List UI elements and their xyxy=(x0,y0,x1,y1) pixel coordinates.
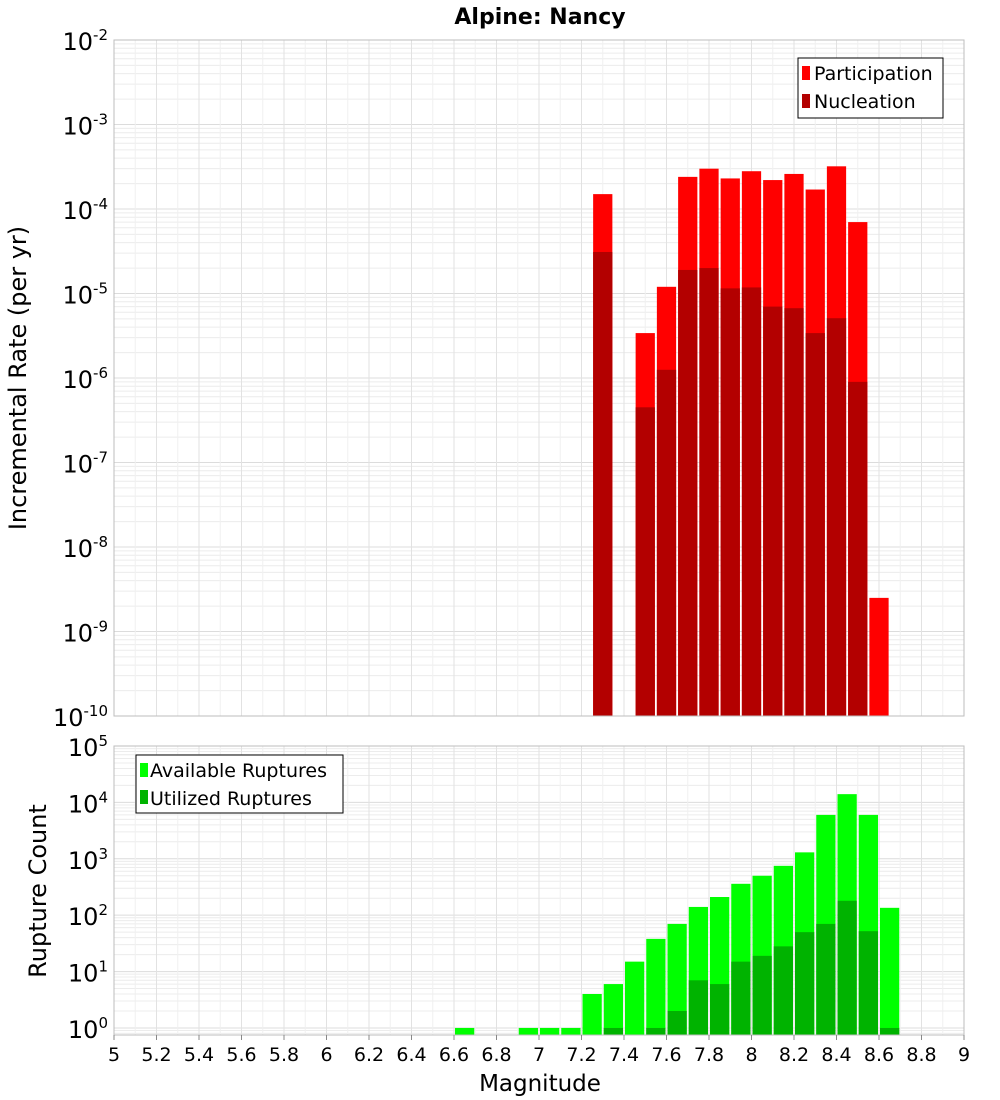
top-y-tick-label: 10-8 xyxy=(62,533,108,563)
top-legend: Participation Nucleation xyxy=(797,57,944,119)
utilized-ruptures-bar xyxy=(688,980,708,1035)
utilized-ruptures-bar xyxy=(710,984,730,1035)
utilized-ruptures-bar xyxy=(773,946,793,1035)
bottom-y-tick-label: 105 xyxy=(68,732,108,762)
utilized-ruptures-bar xyxy=(795,932,815,1035)
chart-title: Alpine: Nancy xyxy=(454,5,625,30)
x-tick-label: 5.2 xyxy=(141,1044,171,1066)
participation-bar xyxy=(869,597,889,716)
utilized-ruptures-bar xyxy=(667,1010,687,1035)
nucleation-bar xyxy=(848,381,868,716)
x-tick-label: 5.6 xyxy=(226,1044,256,1066)
utilized-ruptures-bar xyxy=(880,1027,900,1035)
top-plot-border xyxy=(113,39,965,717)
available-ruptures-bar xyxy=(880,907,900,1035)
x-tick-label: 8.8 xyxy=(906,1044,936,1066)
x-tick-label: 5 xyxy=(108,1044,120,1066)
top-y-tick-label: 10-10 xyxy=(53,702,108,732)
nucleation-bar xyxy=(678,269,698,716)
bottom-y-axis-label: Rupture Count xyxy=(24,804,52,978)
nucleation-bar xyxy=(635,407,655,716)
nucleation-bar xyxy=(656,369,677,716)
utilized-ruptures-bar xyxy=(603,1027,623,1035)
x-tick-label: 6.8 xyxy=(481,1044,511,1066)
bottom-y-tick-label: 101 xyxy=(68,958,108,988)
available-ruptures-bar xyxy=(561,1027,581,1035)
utilized-ruptures-bar xyxy=(816,923,836,1035)
x-tick-label: 6.4 xyxy=(396,1044,426,1066)
utilized-ruptures-bar xyxy=(837,900,857,1035)
x-tick-labels: 5 5.2 5.4 5.6 5.8 6 6.2 6.4 6.6 6.8 7 7.2 7.4 7.6 7.8 8… xyxy=(108,1035,970,1066)
available-ruptures-bar xyxy=(625,961,645,1035)
nucleation-bar xyxy=(826,318,847,716)
bottom-bars xyxy=(455,794,900,1035)
x-tick-label: 8.2 xyxy=(779,1044,809,1066)
top-y-tick-label: 10-4 xyxy=(62,195,108,225)
legend-swatch-nucleation xyxy=(802,94,810,108)
x-tick-label: 6.6 xyxy=(439,1044,469,1066)
x-tick-label: 7.4 xyxy=(609,1044,639,1066)
bottom-y-tick-label: 103 xyxy=(68,845,108,875)
top-y-axis-label: Incremental Rate (per yr) xyxy=(4,226,32,530)
utilized-ruptures-bar xyxy=(646,1027,666,1035)
nucleation-bar xyxy=(720,288,740,716)
top-y-tick-labels: 10-2 10-3 10-4 10-5 10-6 10-7 10-8 10-9 10-10 xyxy=(53,26,108,732)
available-ruptures-bar xyxy=(455,1027,475,1035)
x-tick-label: 6 xyxy=(320,1044,332,1066)
top-bars xyxy=(593,166,889,717)
top-y-tick-label: 10-9 xyxy=(62,618,108,648)
legend-swatch-participation xyxy=(802,66,810,80)
nucleation-bar xyxy=(741,287,762,716)
legend-label-available: Available Ruptures xyxy=(150,760,327,782)
x-tick-label: 8.4 xyxy=(821,1044,851,1066)
x-tick-label: 9 xyxy=(958,1044,970,1066)
available-ruptures-bar xyxy=(540,1027,560,1035)
legend-label-nucleation: Nucleation xyxy=(814,91,916,113)
top-y-tick-label: 10-6 xyxy=(62,364,108,394)
utilized-ruptures-bar xyxy=(752,955,772,1035)
x-tick-label: 5.8 xyxy=(269,1044,299,1066)
x-tick-label: 7.2 xyxy=(566,1044,596,1066)
available-ruptures-bar xyxy=(582,994,602,1035)
x-tick-label: 5.4 xyxy=(184,1044,214,1066)
x-tick-label: 7 xyxy=(533,1044,545,1066)
legend-label-utilized: Utilized Ruptures xyxy=(150,788,312,810)
nucleation-bar xyxy=(699,268,719,716)
available-ruptures-bar xyxy=(667,923,687,1035)
legend-swatch-available xyxy=(140,763,148,777)
utilized-ruptures-bar xyxy=(731,961,751,1035)
x-tick-label: 8 xyxy=(745,1044,757,1066)
nucleation-bar xyxy=(805,333,825,716)
top-y-tick-label: 10-7 xyxy=(62,449,108,479)
available-ruptures-bar xyxy=(518,1027,538,1035)
x-tick-label: 7.8 xyxy=(694,1044,724,1066)
bottom-y-tick-labels: 105 104 103 102 101 100 xyxy=(68,732,108,1044)
nucleation-bar xyxy=(763,306,783,716)
x-axis-label: Magnitude xyxy=(479,1071,601,1097)
top-legend-box xyxy=(797,57,944,119)
x-tick-label: 6.2 xyxy=(354,1044,384,1066)
x-tick-label: 7.6 xyxy=(651,1044,681,1066)
utilized-ruptures-bar xyxy=(858,931,878,1035)
bottom-legend-box xyxy=(135,754,344,814)
available-ruptures-bar xyxy=(646,938,666,1035)
legend-label-participation: Participation xyxy=(814,63,933,85)
bottom-legend: Available Ruptures Utilized Ruptures xyxy=(135,754,344,814)
nucleation-bar xyxy=(784,308,804,716)
bottom-y-tick-label: 104 xyxy=(68,788,108,818)
top-y-tick-label: 10-5 xyxy=(62,280,108,310)
nucleation-bar xyxy=(593,251,613,717)
legend-swatch-utilized xyxy=(140,790,148,804)
x-tick-label: 8.6 xyxy=(864,1044,894,1066)
available-ruptures-bar xyxy=(603,984,623,1035)
bottom-y-tick-label: 100 xyxy=(68,1014,108,1044)
top-y-tick-label: 10-3 xyxy=(62,111,108,141)
top-y-tick-label: 10-2 xyxy=(62,26,108,56)
bottom-y-tick-label: 102 xyxy=(68,901,108,931)
